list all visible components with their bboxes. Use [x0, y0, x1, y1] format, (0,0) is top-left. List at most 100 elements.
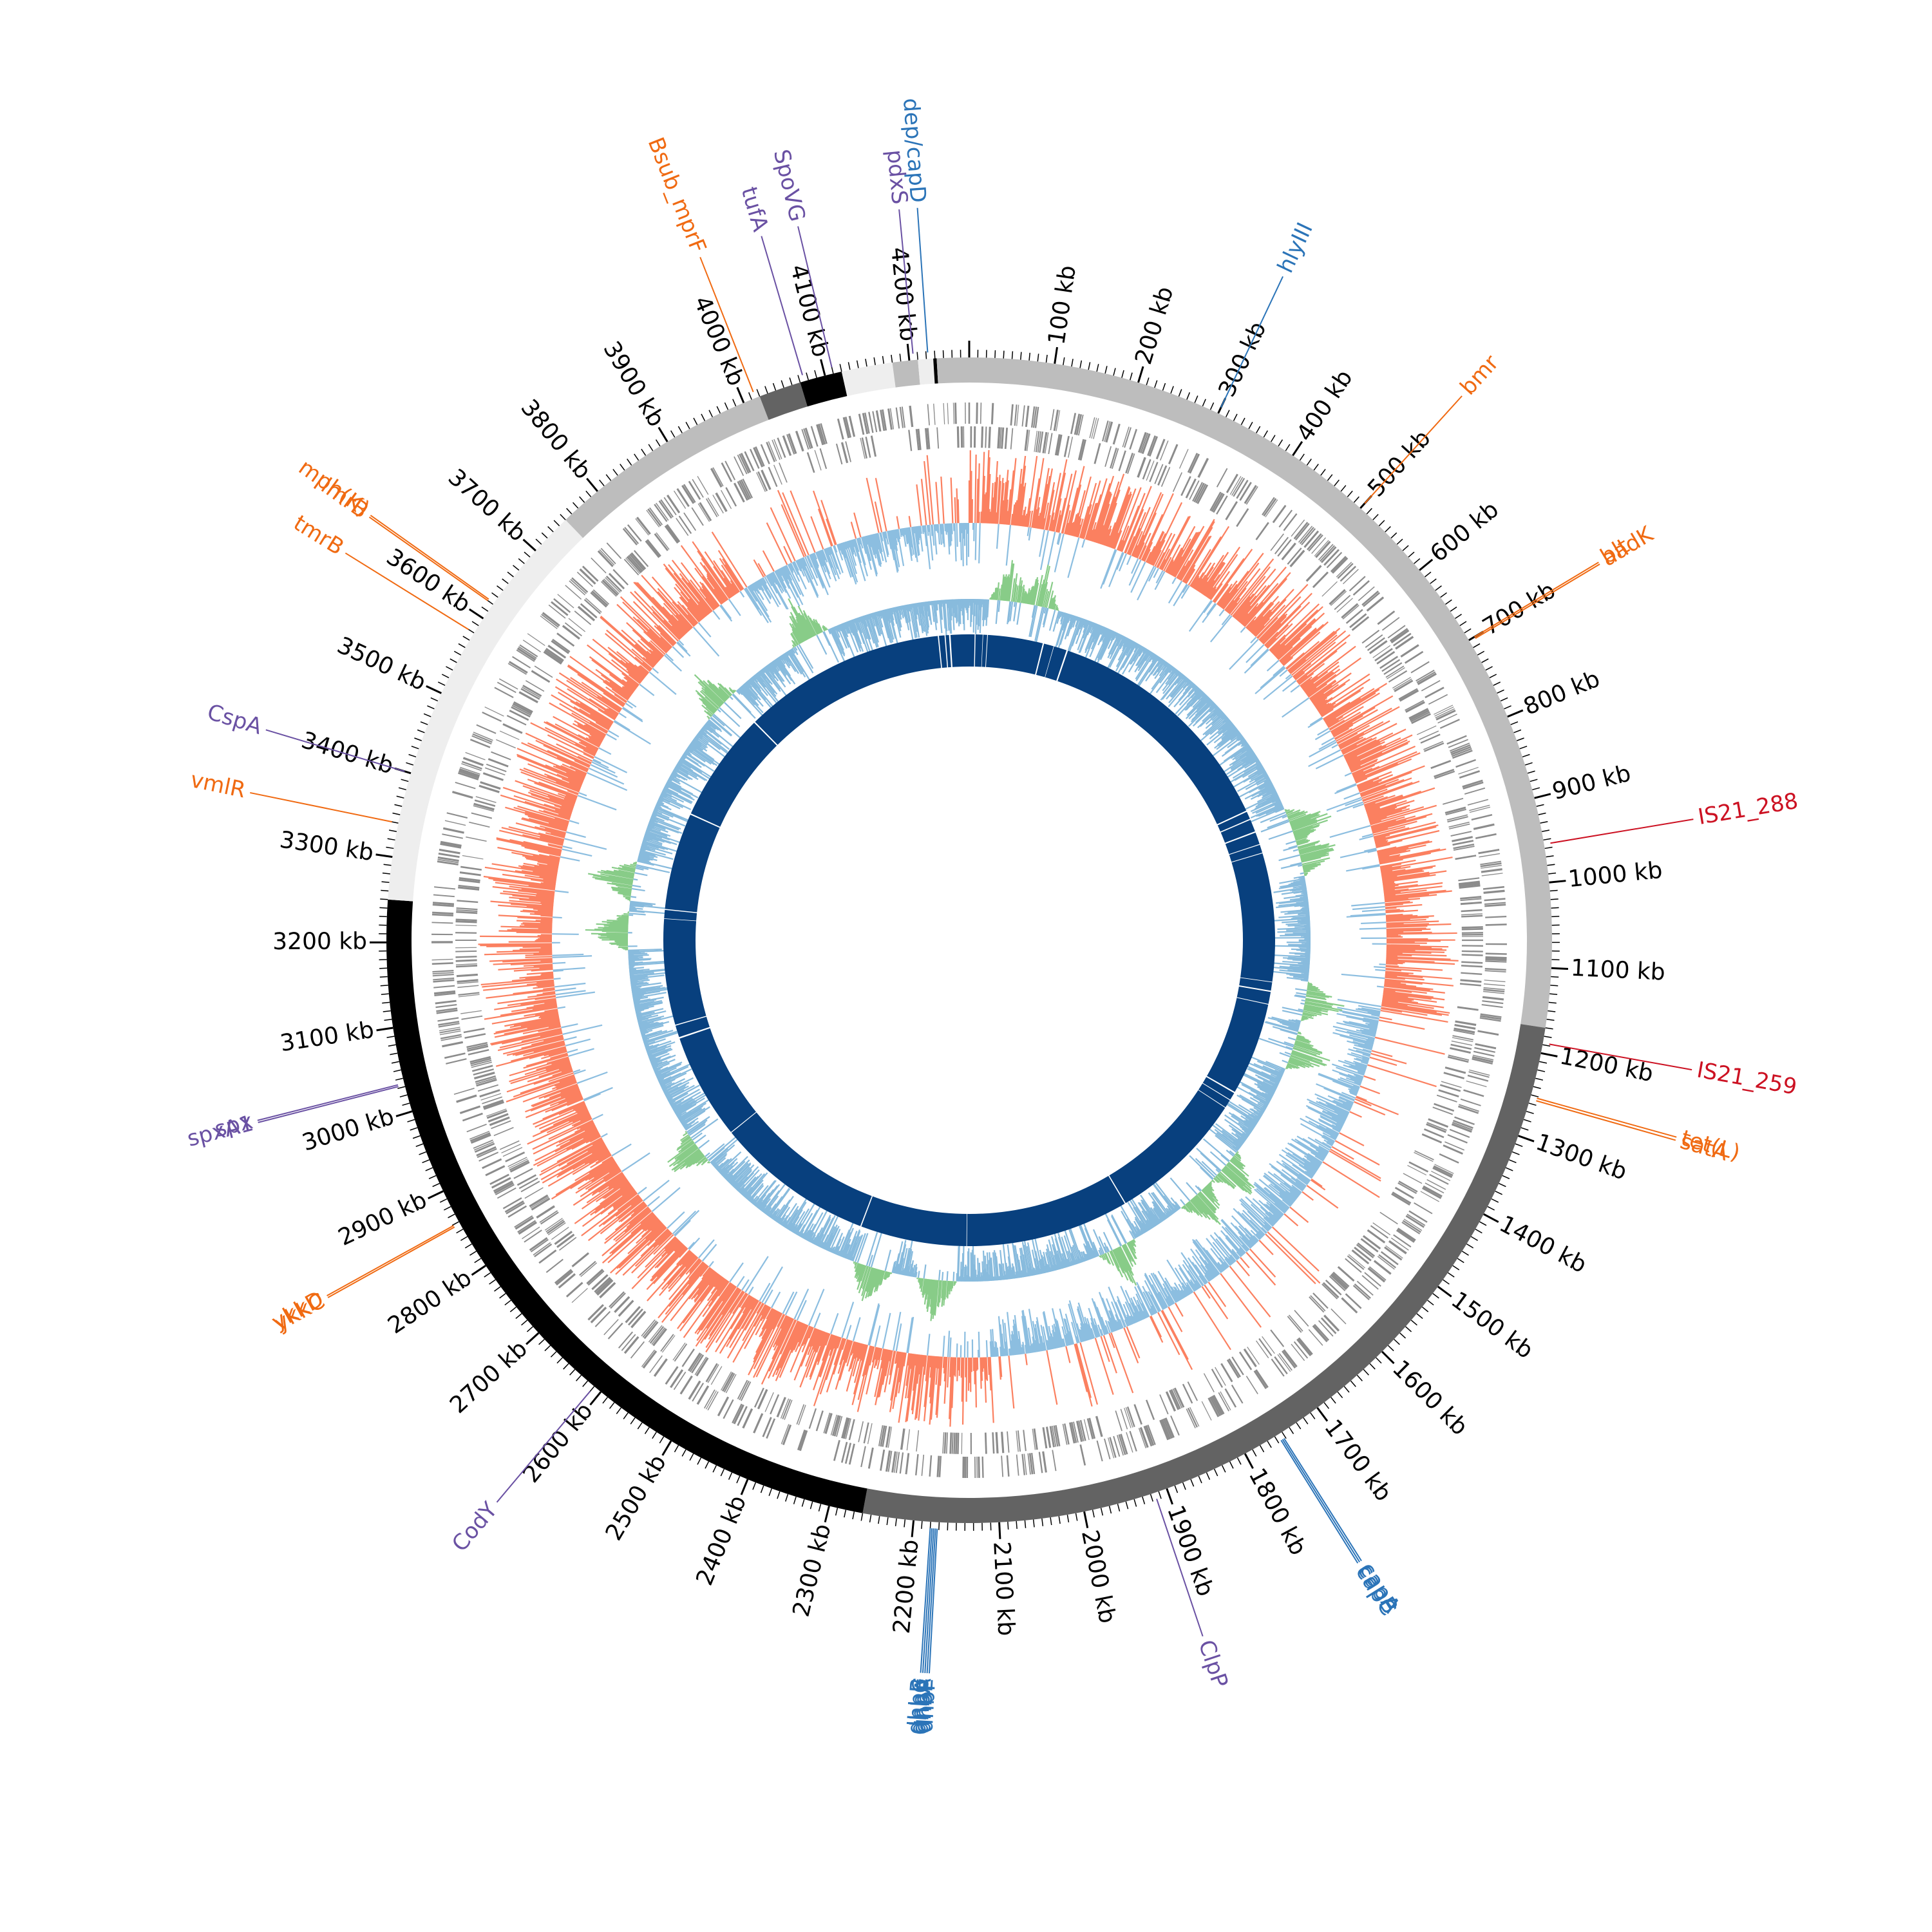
- gc-skew-bar: [1339, 720, 1390, 748]
- cds-feature: [625, 1305, 641, 1323]
- gc-skew-bar: [712, 610, 721, 620]
- gc-skew-bar: [667, 1240, 681, 1255]
- gc-skew-bar: [527, 779, 578, 799]
- gc-skew-bar: [1108, 488, 1131, 547]
- gc-content-bar: [1048, 609, 1056, 631]
- cds-feature: [1298, 1337, 1313, 1356]
- minor-tick: [407, 1119, 415, 1122]
- gc-skew-bar: [1052, 472, 1066, 532]
- gc-skew-bar: [556, 1126, 596, 1147]
- gc-skew-bar: [1372, 815, 1427, 832]
- cds-feature: [860, 1446, 866, 1468]
- gc-content-bar: [1178, 672, 1182, 677]
- gc-content-bar: [1302, 906, 1309, 909]
- gc-skew-bar: [772, 1316, 789, 1348]
- gc-skew-bar: [1197, 566, 1214, 592]
- gc-content-bar: [1250, 770, 1266, 781]
- gc-skew-bar: [1233, 593, 1255, 618]
- major-tick: [522, 538, 536, 552]
- gc-skew-bar: [1356, 1057, 1369, 1063]
- gc-skew-bar: [626, 622, 664, 658]
- minor-tick: [456, 1228, 464, 1234]
- cds-feature: [1460, 898, 1482, 902]
- gc-content-bar: [1168, 678, 1189, 704]
- gc-skew-bar: [1344, 1021, 1378, 1031]
- gc-skew-bar: [1338, 1059, 1367, 1070]
- gc-skew-bar: [1106, 522, 1117, 547]
- gc-skew-bar: [808, 1289, 825, 1326]
- gc-skew-bar: [541, 972, 554, 975]
- gc-skew-bar: [611, 1215, 656, 1255]
- minor-tick: [693, 417, 698, 425]
- cds-feature: [1308, 535, 1323, 552]
- gc-content-bar: [1255, 773, 1268, 782]
- gc-skew-bar: [1042, 1312, 1052, 1350]
- gc-skew-bar: [1101, 489, 1121, 545]
- cds-feature: [455, 963, 477, 965]
- gc-skew-bar: [903, 527, 906, 535]
- cds-feature: [456, 911, 478, 914]
- gc-skew-bar: [1325, 717, 1337, 725]
- cds-feature: [1484, 980, 1506, 983]
- gc-skew-bar: [495, 882, 555, 891]
- minor-tick: [1475, 1228, 1482, 1234]
- cds-feature: [1024, 430, 1029, 451]
- gc-skew-bar: [1306, 1170, 1314, 1177]
- cds-feature: [1067, 437, 1074, 458]
- gc-content-bar: [1249, 772, 1267, 783]
- gc-skew-bar: [1221, 1263, 1227, 1270]
- gc-skew-bar: [552, 916, 562, 919]
- cds-feature: [439, 848, 460, 855]
- gc-skew-bar: [533, 1001, 557, 1007]
- gc-skew-bar: [898, 1352, 906, 1394]
- gc-content-bar: [1301, 853, 1326, 862]
- cds-feature: [1354, 1283, 1371, 1299]
- gc-skew-bar: [592, 759, 609, 769]
- gc-skew-bar: [837, 1339, 849, 1374]
- cds-feature: [1042, 1451, 1047, 1473]
- gc-skew-bar: [1220, 1230, 1244, 1256]
- gc-content-bar: [1241, 741, 1247, 746]
- cds-feature: [654, 504, 668, 522]
- gc-skew-bar: [1357, 777, 1379, 788]
- gc-skew-bar: [1252, 589, 1294, 634]
- cds-feature: [1159, 440, 1169, 461]
- gc-skew-bar: [480, 977, 554, 986]
- gc-content-bar: [992, 592, 995, 600]
- gc-skew-bar: [1330, 1135, 1337, 1140]
- gc-content-bar: [1216, 710, 1223, 716]
- gc-content-bar: [1130, 645, 1142, 665]
- gc-skew-bar: [616, 603, 668, 653]
- gc-skew-bar: [1350, 760, 1378, 773]
- cds-feature: [629, 553, 645, 571]
- gc-skew-bar: [1027, 1327, 1033, 1353]
- gc-skew-bar: [1079, 506, 1090, 538]
- gc-skew-bar: [547, 864, 559, 867]
- gc-skew-bar: [772, 1320, 799, 1378]
- gc-skew-bar: [792, 561, 807, 590]
- gc-skew-bar: [567, 1142, 605, 1165]
- gc-skew-bar: [709, 1289, 741, 1336]
- gc-skew-bar: [1025, 1353, 1028, 1365]
- cds-feature: [808, 1408, 817, 1429]
- gc-content-bar: [1197, 707, 1220, 728]
- gc-skew-bar: [942, 1356, 945, 1368]
- cds-feature: [1323, 549, 1340, 566]
- gc-skew-bar: [715, 1295, 751, 1352]
- gc-skew-bar: [1331, 1146, 1354, 1160]
- cds-feature: [1483, 889, 1505, 894]
- gc-skew-bar: [1099, 473, 1125, 545]
- gc-skew-bar: [840, 543, 847, 558]
- gc-content-bar: [1170, 677, 1188, 698]
- gc-skew-bar: [719, 605, 733, 622]
- cds-feature: [1124, 427, 1132, 448]
- major-tick: [1437, 1285, 1452, 1298]
- gc-skew-bar: [1204, 1274, 1210, 1282]
- gc-skew-bar: [1253, 598, 1287, 636]
- cds-feature: [1322, 1282, 1340, 1298]
- gc-skew-bar: [1147, 531, 1164, 564]
- gc-content-bar: [1276, 903, 1309, 909]
- minor-tick: [1425, 571, 1432, 578]
- gc-skew-bar: [1327, 706, 1364, 728]
- gc-skew-bar: [1329, 824, 1371, 838]
